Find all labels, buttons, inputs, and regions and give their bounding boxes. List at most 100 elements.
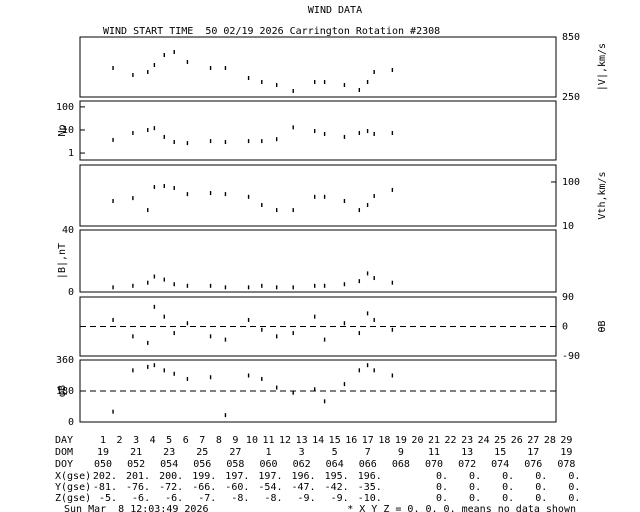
coord-cell: -6. bbox=[132, 493, 150, 504]
title: WIND DATA bbox=[308, 5, 362, 16]
coord-cell: -54. bbox=[258, 482, 282, 493]
data-point bbox=[112, 66, 114, 70]
coord-cell: 0. bbox=[568, 471, 580, 482]
y-axis-label: |B|,nT bbox=[57, 243, 68, 279]
data-point bbox=[209, 283, 212, 288]
data-point bbox=[358, 88, 361, 92]
data-point bbox=[163, 134, 165, 139]
subtitle: WIND START TIME 50 02/19 2026 Carrington… bbox=[103, 26, 440, 37]
data-point bbox=[261, 283, 263, 288]
coord-cell: 197. bbox=[225, 471, 249, 482]
timestamp: Sun Mar 8 12:03:49 2026 bbox=[64, 504, 209, 512]
data-point bbox=[224, 285, 227, 290]
coord-cell: -10. bbox=[358, 493, 382, 504]
data-point bbox=[173, 331, 175, 336]
data-point bbox=[373, 194, 375, 199]
data-point bbox=[163, 184, 165, 189]
coord-cell: -42. bbox=[325, 482, 349, 493]
data-point bbox=[247, 285, 250, 290]
data-point bbox=[247, 194, 250, 199]
data-point bbox=[366, 129, 369, 134]
dom-cell: 7 bbox=[365, 447, 371, 458]
data-point bbox=[153, 184, 156, 189]
data-point bbox=[153, 63, 156, 67]
panel-frame bbox=[79, 100, 557, 161]
dom-cell: 19 bbox=[97, 447, 109, 458]
coord-cell: -9. bbox=[298, 493, 316, 504]
data-point bbox=[247, 373, 250, 378]
data-point bbox=[112, 137, 114, 142]
coord-cell: -7. bbox=[198, 493, 216, 504]
data-point bbox=[147, 70, 149, 74]
day-cell: 4 bbox=[150, 435, 156, 446]
data-point bbox=[261, 202, 263, 207]
data-point bbox=[292, 390, 294, 395]
data-point bbox=[132, 73, 134, 77]
doy-cell: 070 bbox=[425, 459, 443, 470]
data-point bbox=[343, 382, 346, 387]
data-point bbox=[224, 66, 227, 70]
day-cell: 21 bbox=[428, 435, 440, 446]
coord-cell: 0. bbox=[436, 493, 448, 504]
data-point bbox=[366, 271, 369, 276]
data-point bbox=[209, 375, 212, 380]
coord-cell: -9. bbox=[331, 493, 349, 504]
doy-cell: 064 bbox=[326, 459, 344, 470]
day-cell: 25 bbox=[494, 435, 506, 446]
data-point bbox=[132, 196, 134, 201]
day-cell: 17 bbox=[362, 435, 374, 446]
data-point bbox=[112, 317, 114, 322]
data-point bbox=[224, 192, 227, 197]
day-cell: 20 bbox=[411, 435, 423, 446]
coord-cell: -60. bbox=[225, 482, 249, 493]
row-label: DOY bbox=[55, 459, 73, 470]
data-point bbox=[173, 140, 175, 145]
y-axis-label: Vth,km/s bbox=[597, 171, 608, 219]
coord-cell: -35. bbox=[358, 482, 382, 493]
data-point bbox=[247, 139, 250, 144]
dom-cell: 9 bbox=[398, 447, 404, 458]
doy-cell: 050 bbox=[94, 459, 112, 470]
data-point bbox=[247, 76, 250, 80]
coord-cell: 201. bbox=[126, 471, 150, 482]
day-cell: 13 bbox=[296, 435, 308, 446]
data-point bbox=[366, 311, 369, 316]
day-cell: 2 bbox=[117, 435, 123, 446]
coord-cell: -81. bbox=[93, 482, 117, 493]
day-cell: 27 bbox=[527, 435, 539, 446]
y-tick-label: 1 bbox=[68, 148, 74, 159]
data-point bbox=[292, 285, 294, 290]
data-point bbox=[209, 66, 212, 70]
day-cell: 5 bbox=[166, 435, 172, 446]
data-point bbox=[358, 208, 361, 213]
data-point bbox=[261, 80, 263, 84]
y-axis-label: θB bbox=[597, 320, 608, 332]
data-point bbox=[173, 50, 175, 54]
data-point bbox=[224, 337, 227, 342]
dom-cell: 27 bbox=[229, 447, 241, 458]
coord-cell: 0. bbox=[502, 482, 514, 493]
day-cell: 3 bbox=[133, 435, 139, 446]
data-point bbox=[261, 376, 263, 381]
data-point bbox=[275, 137, 278, 142]
data-point bbox=[323, 80, 326, 84]
coord-cell: -66. bbox=[192, 482, 216, 493]
row-label: DAY bbox=[55, 435, 73, 446]
data-point bbox=[261, 327, 263, 332]
dom-cell: 11 bbox=[428, 447, 440, 458]
day-cell: 18 bbox=[378, 435, 390, 446]
data-point bbox=[292, 208, 294, 213]
data-point bbox=[186, 141, 189, 146]
data-point bbox=[132, 368, 134, 373]
data-point bbox=[292, 125, 294, 130]
panel-frame bbox=[79, 36, 557, 98]
data-point bbox=[373, 368, 375, 373]
doy-cell: 058 bbox=[226, 459, 244, 470]
data-point bbox=[186, 376, 189, 381]
data-point bbox=[358, 368, 361, 373]
data-point bbox=[209, 334, 212, 339]
panel-frame bbox=[79, 229, 557, 293]
data-point bbox=[313, 387, 316, 392]
coord-cell: 0. bbox=[469, 493, 481, 504]
doy-cell: 066 bbox=[359, 459, 377, 470]
